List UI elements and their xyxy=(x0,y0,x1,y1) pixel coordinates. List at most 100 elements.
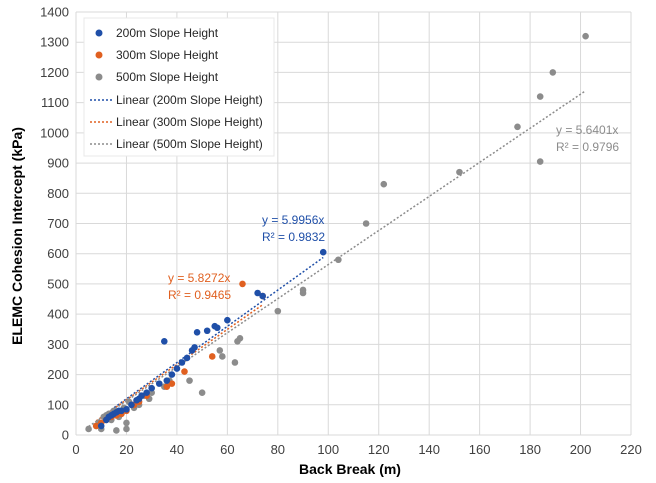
data-point-2 xyxy=(274,307,282,315)
tick-labels: 0 100 200 300 400 500 600 700 800 900 1000 1100 1200… xyxy=(40,5,642,458)
data-point-2 xyxy=(123,419,130,427)
y-tick-label: 900 xyxy=(47,156,69,171)
trendline-0 xyxy=(100,256,324,418)
data-points xyxy=(85,32,589,434)
y-tick-label: 1200 xyxy=(40,65,69,80)
gridlines xyxy=(75,11,632,436)
data-point-0 xyxy=(155,380,163,387)
data-point-0 xyxy=(183,354,191,362)
legend: 200m Slope Height 300m Slope Height 500m… xyxy=(83,17,275,157)
y-tick-label: 700 xyxy=(47,216,69,231)
x-tick-label: 120 xyxy=(368,442,390,457)
data-point-2 xyxy=(186,377,193,384)
x-tick-label: 220 xyxy=(620,442,642,457)
legend-box xyxy=(83,17,275,157)
y-tick-label: 1400 xyxy=(40,5,69,20)
data-point-2 xyxy=(514,123,521,131)
data-point-0 xyxy=(259,292,266,300)
data-point-0 xyxy=(118,407,125,415)
x-tick-label: 160 xyxy=(469,442,491,457)
data-point-1 xyxy=(181,368,188,375)
data-point-2 xyxy=(236,335,244,342)
data-point-0 xyxy=(224,316,231,324)
data-point-2 xyxy=(582,32,589,40)
x-tick-label: 200 xyxy=(570,442,592,457)
x-axis-title: Back Break (m) xyxy=(299,461,401,477)
data-point-0 xyxy=(191,344,198,351)
data-point-1 xyxy=(239,280,246,288)
data-point-2 xyxy=(456,168,463,176)
data-point-2 xyxy=(85,425,92,433)
y-tick-label: 1100 xyxy=(41,95,69,110)
data-point-2 xyxy=(198,389,206,397)
y-tick-label: 1000 xyxy=(40,125,69,140)
y-tick-label: 200 xyxy=(47,367,69,382)
legend-label-500m: 500m Slope Height xyxy=(116,70,219,84)
data-point-2 xyxy=(231,359,239,366)
data-point-0 xyxy=(163,377,171,384)
data-point-0 xyxy=(143,389,150,397)
x-tick-label: 100 xyxy=(317,442,339,457)
data-point-0 xyxy=(193,328,201,336)
data-point-1 xyxy=(208,353,216,360)
x-tick-label: 40 xyxy=(170,442,184,457)
data-point-1 xyxy=(168,380,176,387)
data-point-0 xyxy=(148,384,155,392)
equation-200m: y = 5.9956x xyxy=(262,213,324,227)
legend-label-300m: 300m Slope Height xyxy=(116,48,219,62)
r2-300m: R² = 0.9465 xyxy=(168,288,231,302)
x-tick-label: 80 xyxy=(271,442,285,457)
data-point-0 xyxy=(254,289,261,297)
x-tick-label: 180 xyxy=(519,442,541,457)
legend-label-trend-300m: Linear (300m Slope Height) xyxy=(116,115,263,129)
legend-marker-200m xyxy=(95,29,103,37)
data-point-0 xyxy=(213,324,221,332)
data-point-2 xyxy=(536,93,544,100)
data-point-0 xyxy=(203,327,211,335)
data-point-0 xyxy=(123,406,130,413)
data-point-0 xyxy=(319,248,327,256)
legend-label-trend-500m: Linear (500m Slope Height) xyxy=(116,137,263,151)
y-tick-label: 400 xyxy=(47,307,69,322)
x-tick-label: 140 xyxy=(418,442,440,457)
y-tick-label: 0 xyxy=(62,428,69,443)
data-point-0 xyxy=(168,371,176,378)
r2-500m: R² = 0.9796 xyxy=(556,140,619,154)
y-tick-label: 300 xyxy=(47,337,69,352)
data-point-2 xyxy=(549,69,557,76)
data-point-0 xyxy=(138,392,145,400)
legend-marker-300m xyxy=(95,51,103,59)
data-point-2 xyxy=(335,256,342,264)
data-point-2 xyxy=(123,425,130,433)
data-point-2 xyxy=(380,180,388,188)
data-point-0 xyxy=(178,359,186,366)
legend-label-trend-200m: Linear (200m Slope Height) xyxy=(116,93,263,107)
y-tick-label: 800 xyxy=(47,186,69,201)
x-tick-label: 20 xyxy=(119,442,133,457)
data-point-2 xyxy=(216,347,224,354)
r2-200m: R² = 0.9832 xyxy=(262,230,325,244)
y-axis-title: ELEMC Cohesion Intercept (kPa) xyxy=(9,127,25,345)
data-point-2 xyxy=(113,427,120,434)
y-tick-label: 600 xyxy=(47,246,69,261)
x-tick-label: 60 xyxy=(220,442,234,457)
data-point-2 xyxy=(362,220,370,227)
equation-500m: y = 5.6401x xyxy=(556,123,618,137)
data-point-0 xyxy=(160,338,168,345)
y-tick-label: 1300 xyxy=(40,35,69,50)
y-tick-label: 100 xyxy=(47,397,69,412)
equation-300m: y = 5.8272x xyxy=(168,271,230,285)
data-point-2 xyxy=(536,158,544,165)
data-point-2 xyxy=(299,286,307,294)
data-point-0 xyxy=(97,422,105,430)
data-point-2 xyxy=(219,353,226,360)
legend-marker-500m xyxy=(95,73,103,81)
data-point-0 xyxy=(173,365,181,372)
data-point-1 xyxy=(163,383,171,390)
data-point-0 xyxy=(128,401,135,409)
data-point-1 xyxy=(92,422,100,430)
legend-label-200m: 200m Slope Height xyxy=(116,26,219,40)
data-point-2 xyxy=(148,389,155,397)
y-tick-label: 500 xyxy=(47,276,69,291)
